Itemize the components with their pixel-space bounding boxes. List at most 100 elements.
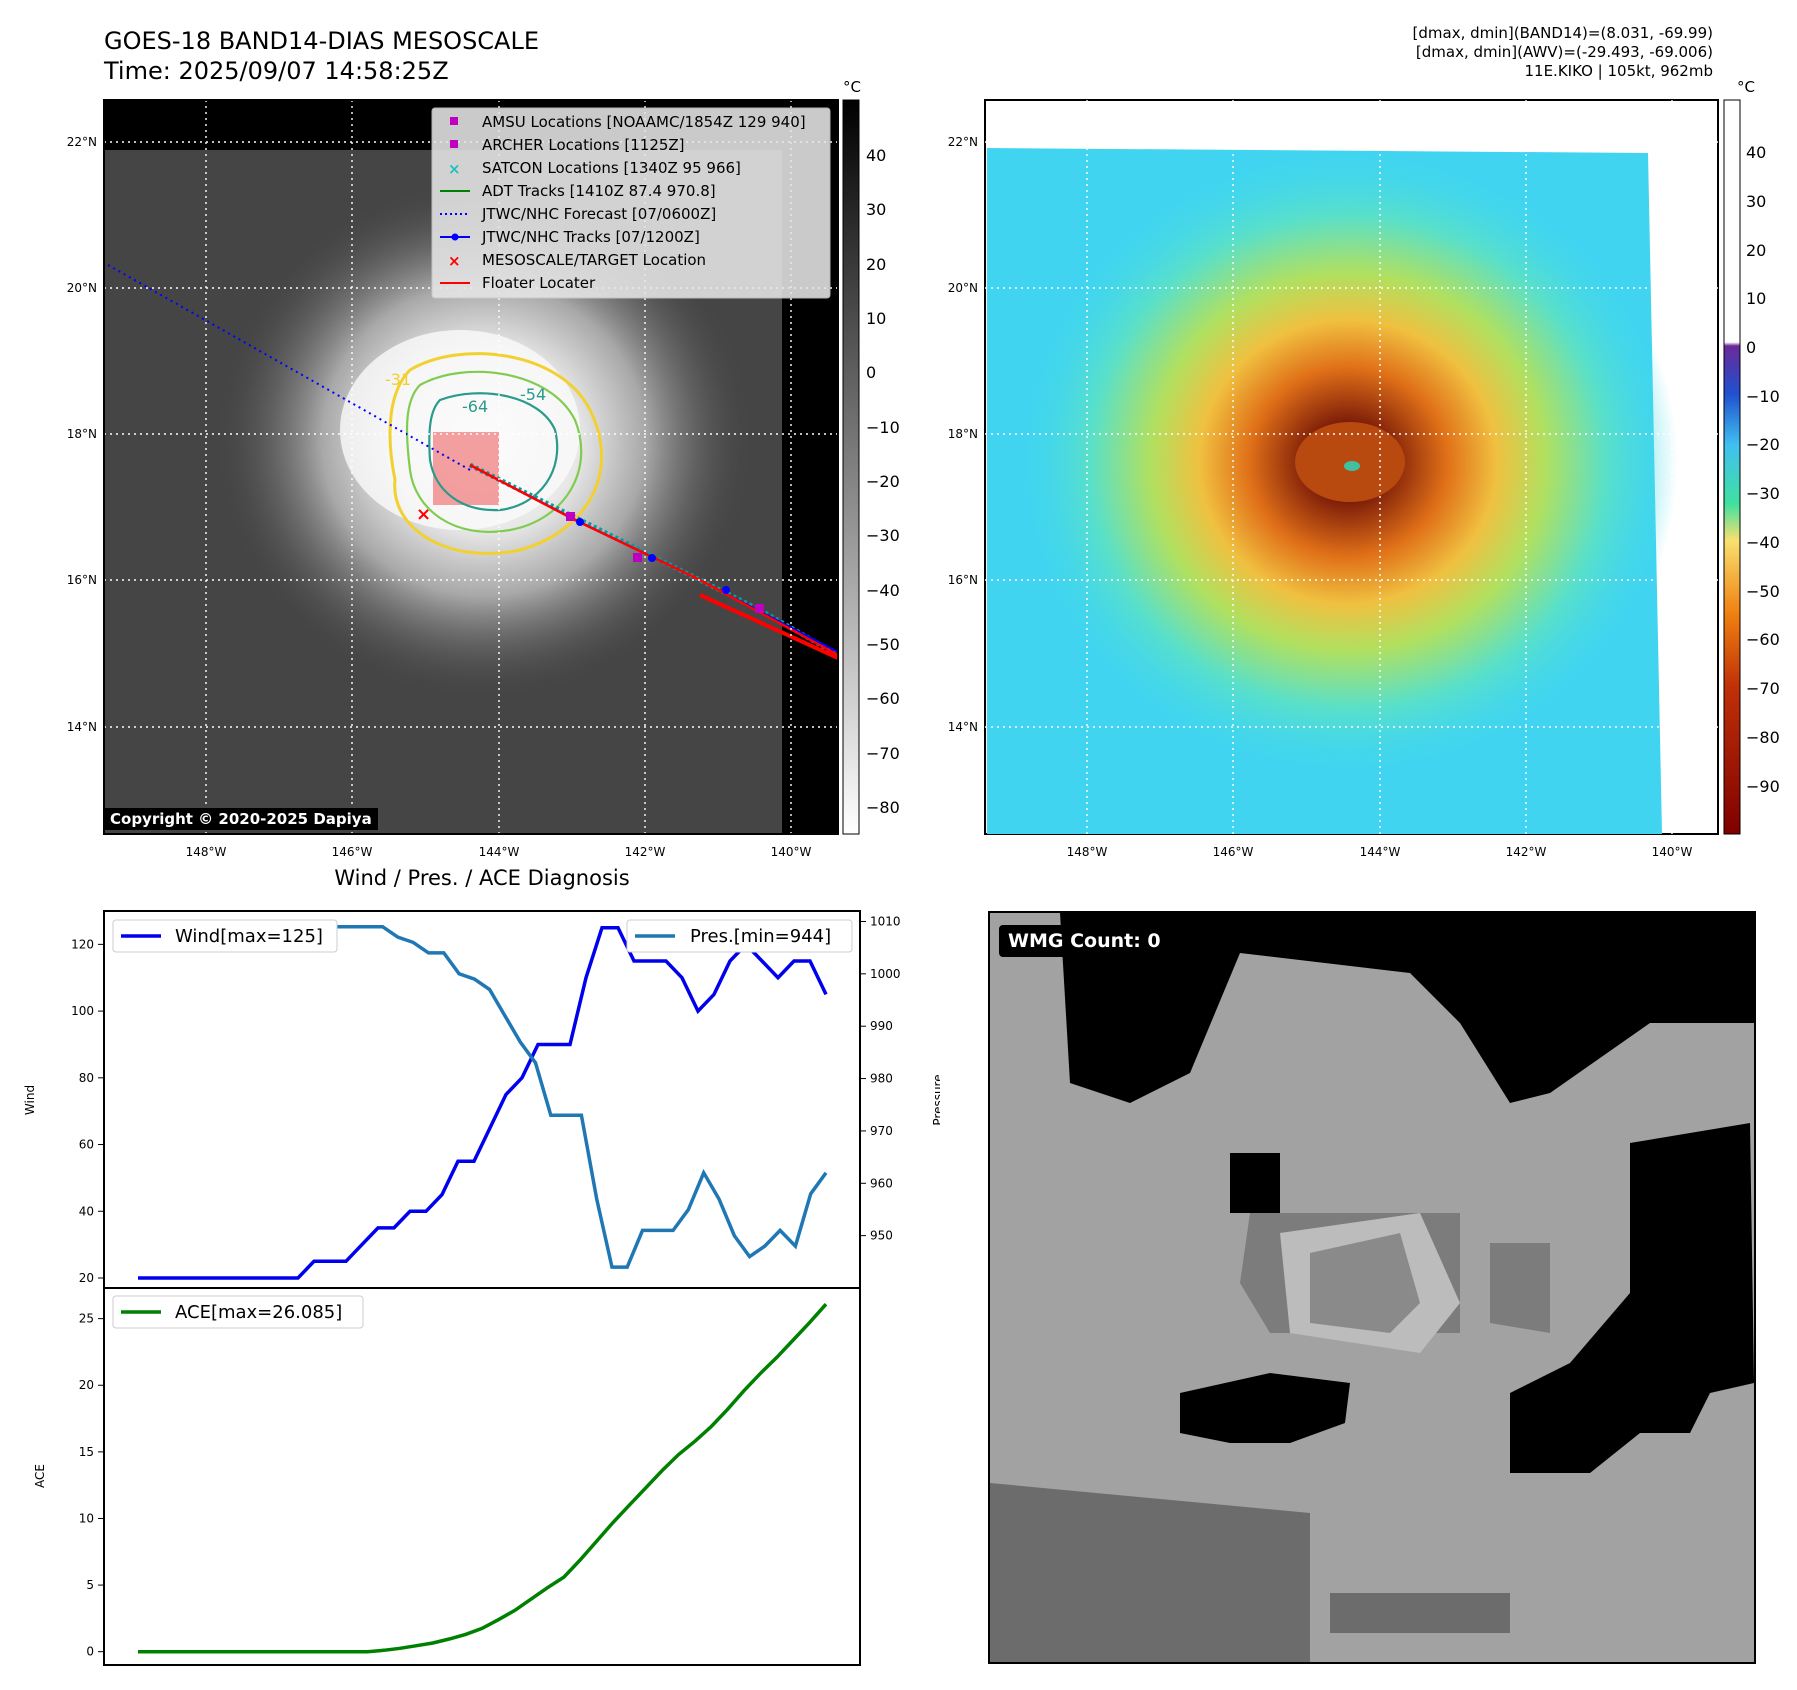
svg-text:20: 20	[866, 255, 886, 274]
wmg-panel: WMG Count: 0	[988, 911, 1756, 1664]
svg-text:−70: −70	[866, 744, 900, 763]
svg-text:10: 10	[1746, 289, 1766, 308]
svg-text:0: 0	[866, 363, 876, 382]
svg-text:−50: −50	[1746, 582, 1780, 601]
lon-146: 146°W	[332, 845, 373, 859]
band14-range: [dmax, dmin](BAND14)=(8.031, -69.99)	[1412, 24, 1713, 42]
pressure-axis-label: Pressure	[931, 1074, 940, 1125]
ace-tick-label: 0	[86, 1645, 94, 1659]
svg-text:−60: −60	[866, 689, 900, 708]
svg-text:20: 20	[1746, 241, 1766, 260]
svg-text:Wind[max=125]: Wind[max=125]	[175, 926, 323, 947]
wind-tick-label: 20	[79, 1271, 94, 1285]
ir-map-panel: -31 -54 -64 × 22°N 20°N 18°N 16°N 14°N 1…	[67, 78, 900, 859]
svg-text:148°W: 148°W	[1067, 845, 1108, 859]
pressure-tick-label: 950	[870, 1229, 893, 1243]
wind-axis-label: Wind	[23, 1085, 37, 1115]
svg-text:22°N: 22°N	[948, 135, 978, 149]
svg-text:−30: −30	[1746, 484, 1780, 503]
legend-archer: ARCHER Locations [1125Z]	[482, 136, 685, 154]
wv-grid	[985, 100, 1718, 834]
svg-text:−80: −80	[866, 798, 900, 817]
ace-tick-label: 20	[79, 1378, 94, 1392]
legend-target: MESOSCALE/TARGET Location	[482, 251, 706, 269]
legend-floater: Floater Locater	[482, 274, 596, 292]
figure-title: GOES-18 BAND14-DIAS MESOSCALE Time: 2025…	[104, 27, 540, 85]
floater-track	[469, 463, 839, 657]
svg-text:−10: −10	[1746, 387, 1780, 406]
lat-22: 22°N	[67, 135, 97, 149]
pressure-tick-label: 1000	[870, 967, 901, 981]
legend-nhc-tracks: JTWC/NHC Tracks [07/1200Z]	[481, 228, 700, 246]
lat-16: 16°N	[67, 573, 97, 587]
color-colorbar	[1723, 99, 1741, 835]
lon-140: 140°W	[771, 845, 812, 859]
contour-label-31: -31	[385, 370, 411, 389]
contour-label-54: -54	[520, 385, 546, 404]
copyright-label: Copyright © 2020-2025 Dapiya	[104, 808, 378, 830]
storm-summary: 11E.KIKO | 105kt, 962mb	[1524, 62, 1713, 80]
svg-text:−70: −70	[1746, 679, 1780, 698]
svg-text:30: 30	[866, 200, 886, 219]
svg-text:18°N: 18°N	[948, 427, 978, 441]
svg-text:−30: −30	[866, 526, 900, 545]
storm-info: [dmax, dmin](BAND14)=(8.031, -69.99) [dm…	[1413, 24, 1713, 81]
pressure-tick-label: 970	[870, 1124, 893, 1138]
diagnosis-chart: 20 40 60 80 100 120 950 960 970 980 990 1000 1010 0…	[23, 910, 940, 1666]
svg-text:−90: −90	[1746, 777, 1780, 796]
svg-text:−40: −40	[866, 581, 900, 600]
legend-adt: ADT Tracks [1410Z 87.4 970.8]	[482, 182, 716, 200]
svg-text:0: 0	[1746, 338, 1756, 357]
svg-text:×: ×	[448, 252, 461, 270]
ace-axis-label: ACE	[33, 1464, 47, 1488]
svg-text:Pres.[min=944]: Pres.[min=944]	[690, 926, 831, 947]
svg-text:14°N: 14°N	[948, 720, 978, 734]
svg-text:20°N: 20°N	[948, 281, 978, 295]
svg-text:144°W: 144°W	[1360, 845, 1401, 859]
pressure-tick-label: 990	[870, 1019, 893, 1033]
lon-148: 148°W	[186, 845, 227, 859]
pressure-legend	[626, 919, 853, 953]
wind-tick-label: 60	[79, 1138, 94, 1152]
lat-18: 18°N	[67, 427, 97, 441]
svg-text:140°W: 140°W	[1652, 845, 1693, 859]
svg-text:142°W: 142°W	[1506, 845, 1547, 859]
wmg-image	[990, 913, 1754, 1662]
svg-text:×: ×	[448, 160, 461, 178]
legend-satcon: SATCON Locations [1340Z 95 966]	[482, 159, 741, 177]
svg-text:−40: −40	[1746, 533, 1780, 552]
svg-text:30: 30	[1746, 192, 1766, 211]
ace-tick-label: 25	[79, 1312, 94, 1326]
color-colorbar-ticks: 40 30 20 10 0 −10 −20 −30 −40 −50 −60 −7…	[1746, 143, 1780, 796]
svg-text:10: 10	[866, 309, 886, 328]
ace-series	[138, 1303, 828, 1654]
ace-axes	[103, 1287, 861, 1666]
pressure-tick-label: 960	[870, 1176, 893, 1190]
lon-142: 142°W	[625, 845, 666, 859]
svg-text:40: 40	[1746, 143, 1766, 162]
svg-text:−50: −50	[866, 635, 900, 654]
legend-forecast: JTWC/NHC Forecast [07/0600Z]	[481, 205, 716, 223]
svg-text:40: 40	[866, 146, 886, 165]
pressure-tick-label: 980	[870, 1072, 893, 1086]
ace-legend	[112, 1295, 364, 1329]
contour-minus54	[405, 370, 583, 533]
svg-text:−20: −20	[1746, 435, 1780, 454]
contour-minus31	[388, 352, 604, 555]
gray-colorbar	[842, 99, 860, 835]
gray-colorbar-unit: °C	[843, 78, 861, 96]
lat-14: 14°N	[67, 720, 97, 734]
wind-tick-label: 120	[71, 937, 94, 951]
wind-tick-label: 80	[79, 1071, 94, 1085]
map-legend	[431, 107, 831, 299]
awv-range: [dmax, dmin](AWV)=(-29.493, -69.006)	[1415, 43, 1713, 61]
ace-tick-label: 10	[79, 1511, 94, 1525]
wmg-count-badge: WMG Count: 0	[999, 925, 1170, 957]
wind-pres-axes	[103, 910, 861, 1289]
ace-tick-label: 5	[86, 1578, 94, 1592]
contour-label-64: -64	[462, 397, 488, 416]
svg-text:−80: −80	[1746, 728, 1780, 747]
wv-map-panel: 22°N 20°N 18°N 16°N 14°N 148°W 146°W 144…	[948, 78, 1780, 859]
legend-amsu: AMSU Locations [NOAAMC/1854Z 129 940]	[482, 113, 806, 131]
svg-text:−20: −20	[866, 472, 900, 491]
